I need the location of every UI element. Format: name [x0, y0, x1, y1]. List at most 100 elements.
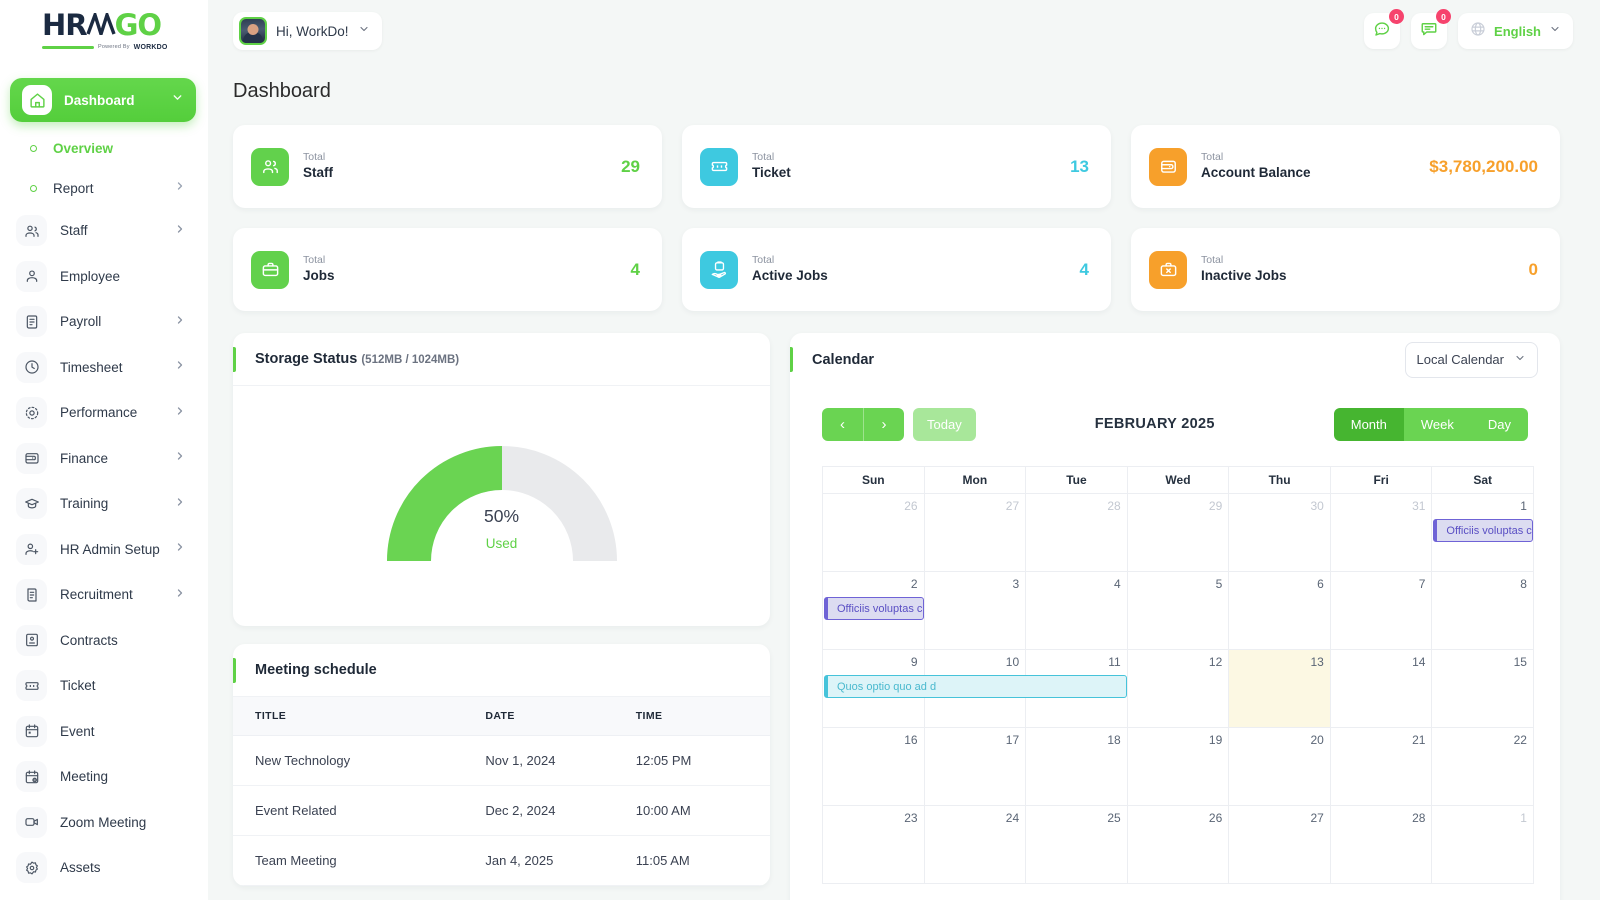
stat-card-inactive-jobs[interactable]: Total Inactive Jobs 0: [1131, 228, 1560, 311]
calendar-day-cell[interactable]: 8: [1432, 572, 1534, 650]
calendar-day-cell[interactable]: 21: [1330, 728, 1433, 806]
calendar-day-cell[interactable]: 18: [1026, 728, 1128, 806]
sidebar-item-ticket[interactable]: Ticket: [0, 663, 208, 709]
calendar-day-number: 16: [904, 733, 918, 747]
calendar-day-cell[interactable]: 1: [1432, 806, 1534, 884]
calendar-event[interactable]: Quos optio quo ad d: [824, 675, 1127, 698]
calendar-event[interactable]: Officiis voluptas c: [824, 597, 924, 620]
calendar-day-cell[interactable]: 6: [1229, 572, 1331, 650]
stat-card-ticket[interactable]: Total Ticket 13: [682, 125, 1111, 208]
calendar-day-cell[interactable]: 12: [1127, 650, 1230, 728]
stat-value: 4: [630, 259, 640, 279]
sidebar-item-timesheet[interactable]: Timesheet: [0, 345, 208, 391]
calendar-day-cell[interactable]: 31: [1330, 494, 1433, 572]
stat-sublabel: Total: [752, 254, 775, 267]
stat-card-active-jobs[interactable]: Total Active Jobs 4: [682, 228, 1111, 311]
sidebar-item-employee[interactable]: Employee: [0, 254, 208, 300]
calendar-day-cell[interactable]: 14: [1330, 650, 1433, 728]
calendar-source-select[interactable]: Local Calendar: [1404, 341, 1538, 378]
calendar-day-cell[interactable]: 25: [1026, 806, 1128, 884]
sidebar-item-contracts[interactable]: Contracts: [0, 618, 208, 664]
sidebar-item-overview[interactable]: Overview: [0, 128, 208, 168]
chat-button[interactable]: 0: [1364, 9, 1405, 49]
stat-card-jobs[interactable]: Total Jobs 4: [233, 228, 662, 311]
table-row[interactable]: Event Related Dec 2, 2024 10:00 AM: [233, 785, 770, 836]
calendar-day-cell[interactable]: 26: [823, 494, 925, 572]
calendar-weekday-row: Sun Mon Tue Wed Thu Fri Sat: [823, 467, 1534, 494]
job-hand-icon: [700, 250, 738, 289]
calendar-day-cell[interactable]: 26: [1127, 806, 1230, 884]
sidebar-item-zoom-meeting-label: Zoom Meeting: [60, 814, 147, 830]
calendar-day-cell[interactable]: 19: [1127, 728, 1230, 806]
brand-logo[interactable]: HR GO Powered By WORKDO: [0, 0, 208, 62]
calendar-day-number: 14: [1412, 655, 1426, 669]
calendar-day-cell[interactable]: 16: [823, 728, 925, 806]
sidebar-item-performance[interactable]: Performance: [0, 390, 208, 436]
stat-card-account-balance[interactable]: Total Account Balance $3,780,200.00: [1131, 125, 1560, 208]
table-row[interactable]: Team Meeting Jan 4, 2025 11:05 AM: [233, 835, 770, 886]
sidebar-item-meeting[interactable]: Meeting: [0, 754, 208, 800]
sidebar-item-staff[interactable]: Staff: [0, 208, 208, 254]
calendar-today-button[interactable]: Today: [913, 407, 976, 441]
calendar-day-cell[interactable]: 5: [1127, 572, 1230, 650]
meeting-title: Team Meeting: [233, 835, 486, 886]
sidebar-item-employee-label: Employee: [60, 268, 121, 284]
message-button[interactable]: 0: [1411, 9, 1452, 49]
calendar-day-cell[interactable]: 11: [1026, 650, 1128, 728]
sidebar-item-hr-admin-setup[interactable]: HR Admin Setup: [0, 527, 208, 573]
user-greeting: Hi, WorkDo!: [276, 23, 349, 39]
calendar-day-cell[interactable]: 3: [924, 572, 1027, 650]
sidebar-item-recruitment[interactable]: Recruitment: [0, 572, 208, 618]
calendar-day-cell-today[interactable]: 13: [1229, 650, 1331, 728]
calendar-day-cell[interactable]: 24: [924, 806, 1027, 884]
calendar-view-month[interactable]: Month: [1333, 407, 1404, 441]
stat-card-staff[interactable]: Total Staff 29: [233, 125, 662, 208]
calendar-weeks: 26 27 28 29 30 31 1 2 3 4 5 6 7 8 9 10 11 12 13 14 15 16 17 18 1…: [823, 494, 1534, 884]
sidebar-item-dashboard[interactable]: Dashboard: [10, 78, 196, 122]
calendar-day-number: 28: [1412, 811, 1426, 825]
calendar-day-cell[interactable]: 27: [1229, 806, 1331, 884]
sidebar-item-training[interactable]: Training: [0, 481, 208, 527]
chevron-right-icon: [174, 586, 186, 604]
stat-label: Jobs: [303, 268, 335, 284]
calendar-day-number: 27: [1005, 499, 1020, 513]
calendar-day-cell[interactable]: 27: [924, 494, 1027, 572]
sidebar-item-report[interactable]: Report: [0, 168, 208, 208]
calendar-day-cell[interactable]: 30: [1229, 494, 1331, 572]
sidebar-item-event[interactable]: Event: [0, 709, 208, 755]
calendar-day-cell[interactable]: 22: [1432, 728, 1534, 806]
ticket-icon: [16, 670, 47, 702]
calendar-nav-group: ‹ ›: [822, 407, 904, 441]
sidebar-item-assets[interactable]: Assets: [0, 845, 208, 891]
calendar-next-button[interactable]: ›: [863, 407, 904, 441]
brand-powered-by: Powered By: [98, 44, 130, 50]
user-menu[interactable]: Hi, WorkDo!: [233, 12, 382, 50]
calendar-day-cell[interactable]: 15: [1432, 650, 1534, 728]
calendar-view-week[interactable]: Week: [1403, 407, 1471, 441]
calendar-day-cell[interactable]: 29: [1127, 494, 1230, 572]
calendar-day-cell[interactable]: 23: [823, 806, 925, 884]
calendar-day-cell[interactable]: 1: [1432, 494, 1534, 572]
calendar-day-cell[interactable]: 28: [1330, 806, 1433, 884]
calendar-day-cell[interactable]: 7: [1330, 572, 1433, 650]
storage-used-label: Used: [485, 536, 518, 551]
chat-badge: 0: [1389, 9, 1405, 24]
calendar-day-cell[interactable]: 17: [924, 728, 1027, 806]
language-selector[interactable]: English: [1458, 13, 1573, 49]
sidebar-item-payroll[interactable]: Payroll: [0, 299, 208, 345]
calendar-day-cell[interactable]: 20: [1229, 728, 1331, 806]
table-row[interactable]: New Technology Nov 1, 2024 12:05 PM: [233, 735, 770, 786]
calendar-day-cell[interactable]: 2: [823, 572, 925, 650]
calendar-day-cell[interactable]: 4: [1026, 572, 1128, 650]
calendar-day-number: 24: [1005, 811, 1020, 825]
graduation-icon: [16, 488, 47, 520]
calendar-prev-button[interactable]: ‹: [822, 407, 863, 441]
calendar-header: Calendar Local Calendar: [790, 333, 1560, 386]
calendar-day-number: 21: [1412, 733, 1426, 747]
calendar-day-number: 31: [1412, 499, 1426, 513]
sidebar-item-finance[interactable]: Finance: [0, 436, 208, 482]
calendar-day-cell[interactable]: 28: [1026, 494, 1128, 572]
calendar-view-day[interactable]: Day: [1470, 407, 1528, 441]
sidebar-item-zoom-meeting[interactable]: Zoom Meeting: [0, 800, 208, 846]
calendar-event[interactable]: Officiis voluptas c: [1433, 519, 1533, 542]
